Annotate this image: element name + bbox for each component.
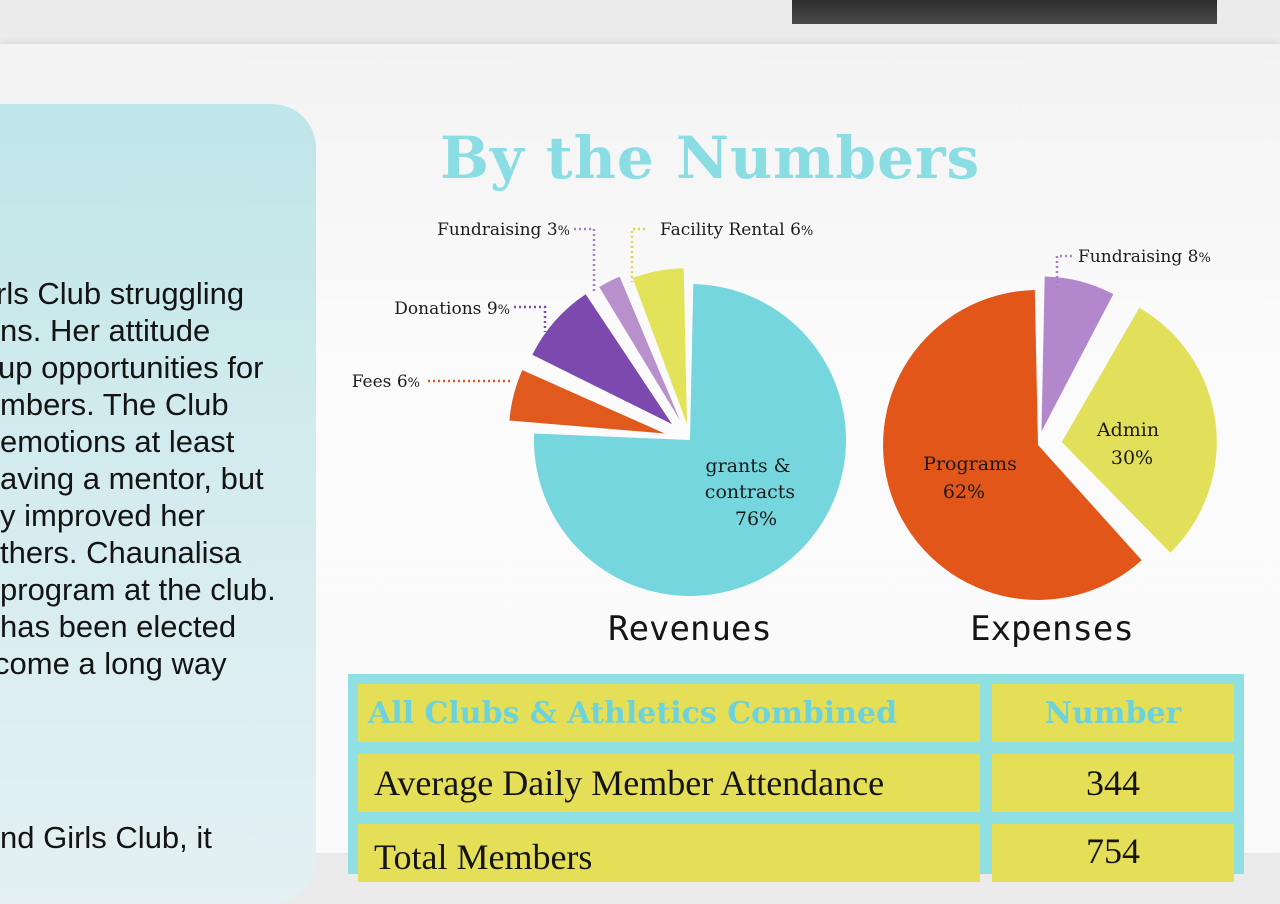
story-line: aving a mentor, but [0, 461, 264, 496]
callout-label-donations: Donations 9% [394, 299, 510, 319]
slice-label-grants-contracts: grants & contracts [705, 455, 795, 503]
story-line: program at the club. [0, 572, 276, 607]
slice-label-programs: Programs [923, 453, 1017, 475]
story-line: come a long way [0, 646, 227, 681]
table-cell: 754 [992, 824, 1234, 882]
pie-chart-revenues: grants & contracts 76% Fees 6% Donations 9% F… [352, 220, 846, 649]
table-cell-text: Total Members [374, 837, 593, 877]
story-line: up opportunities for [0, 350, 264, 385]
story-tail-line: nd Girls Club, it [0, 820, 212, 855]
table-header-cell: All Clubs & Athletics Combined [358, 684, 980, 742]
pie-chart-expenses: Programs 62% Admin 30% Fundraising 8% Expense… [883, 247, 1217, 649]
slice-percent-admin: 30% [1111, 447, 1153, 469]
pie-slice-admin [1061, 307, 1217, 553]
chart-title-expenses: Expenses [970, 609, 1134, 649]
table-header-cell: Number [992, 684, 1234, 742]
story-line: rls Club struggling [0, 276, 245, 311]
slice-percent-programs: 62% [943, 481, 985, 503]
story-line: y improved her [0, 498, 206, 533]
callout-label-facility-rental: Facility Rental 6% [660, 220, 813, 240]
table-row: Total Members 754 [358, 824, 1234, 882]
table-cell: 344 [992, 754, 1234, 812]
table-cell-text: Average Daily Member Attendance [374, 763, 885, 803]
pie-slice-donations [532, 294, 672, 425]
story-line: mbers. The Club [0, 387, 229, 422]
callout-leader-fundraising [574, 227, 596, 292]
table-cell-text: 344 [1086, 763, 1140, 803]
pie-slice-grants-contracts [533, 284, 846, 596]
stats-table: All Clubs & Athletics Combined Number Av… [348, 674, 1244, 882]
table-cell: Average Daily Member Attendance [358, 754, 980, 812]
chart-title-revenues: Revenues [608, 609, 772, 649]
pie-slice-fees [509, 370, 665, 434]
story-line: has been elected [0, 609, 237, 644]
callout-leader-donations [514, 305, 547, 332]
table-header-label: Number [1044, 695, 1182, 731]
callout-label-fees: Fees 6% [352, 372, 420, 392]
table-header-row: All Clubs & Athletics Combined Number [358, 684, 1234, 742]
callout-label-fundraising: Fundraising 8% [1078, 247, 1211, 267]
callout-leader-facility-rental [630, 227, 645, 282]
slice-label-admin: Admin [1096, 419, 1159, 441]
section-title: By the Numbers [440, 124, 981, 192]
callout-label-fundraising: Fundraising 3% [437, 220, 570, 240]
table-row: Average Daily Member Attendance 344 [358, 754, 1234, 812]
story-panel [0, 104, 316, 904]
slice-percent-grants-contracts: 76% [735, 508, 777, 530]
top-photo-strip [792, 0, 1217, 24]
callout-leader-fundraising [1055, 254, 1072, 290]
pie-slice-fundraising [599, 276, 681, 421]
table-cell-text: 754 [1086, 831, 1140, 871]
story-line: emotions at least [0, 424, 235, 459]
pie-slice-facility-rental [632, 268, 688, 425]
pie-charts: grants & contracts 76% Fees 6% Donations 9% F… [352, 220, 1217, 649]
table-cell: Total Members [358, 824, 980, 882]
pie-slice-fundraising [1041, 276, 1114, 432]
story-line: ns. Her attitude [0, 313, 211, 348]
pie-slice-programs [883, 290, 1142, 600]
story-line: thers. Chaunalisa [0, 535, 242, 570]
table-header-label: All Clubs & Athletics Combined [368, 695, 898, 731]
